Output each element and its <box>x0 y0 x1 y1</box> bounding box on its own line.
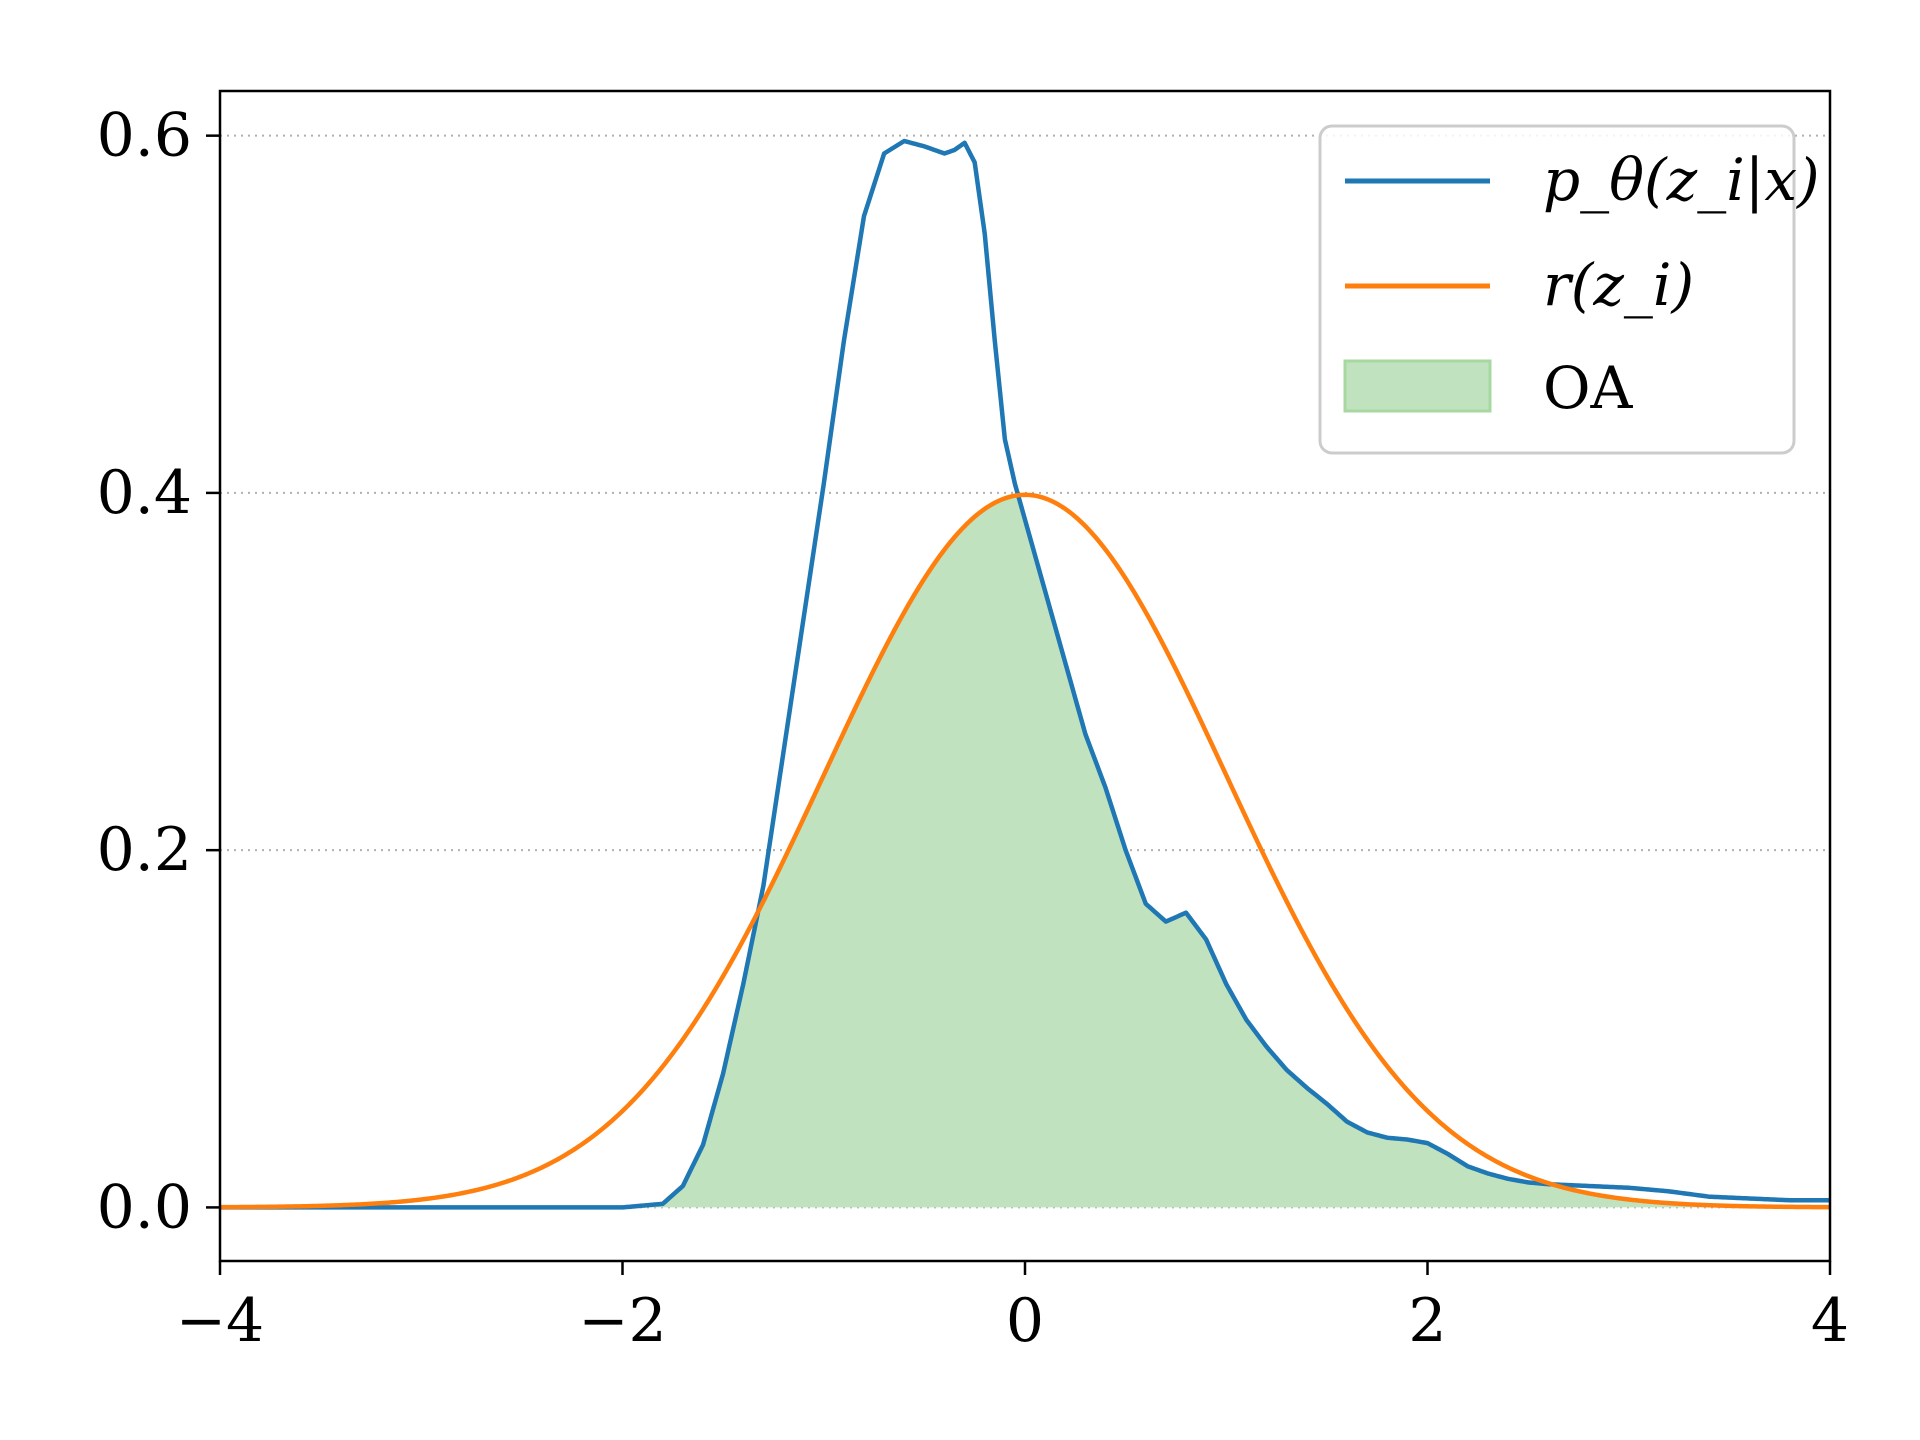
x-tick-label-4: 4 <box>1811 1286 1849 1356</box>
legend-label-posterior: p_θ(z_i|x) <box>1543 146 1820 214</box>
series-line-prior <box>219 492 1831 1210</box>
overlap-area <box>220 495 1830 1208</box>
legend-patch-overlap <box>1343 359 1492 413</box>
overlap-fill-layer <box>220 495 1830 1208</box>
x-axis-ticks: −4 −2 0 2 4 <box>176 1261 1849 1356</box>
x-tick-label-2: 0 <box>1006 1286 1044 1356</box>
y-tick-label-1: 0.2 <box>97 815 192 885</box>
series-layer <box>219 138 1831 1210</box>
x-tick-label-3: 2 <box>1408 1286 1446 1356</box>
x-tick-label-1: −2 <box>578 1286 666 1356</box>
y-tick-label-0: 0.0 <box>97 1172 192 1242</box>
y-tick-label-3: 0.6 <box>97 101 192 171</box>
legend: p_θ(z_i|x) r(z_i) OA <box>1318 124 1820 455</box>
y-axis-ticks: 0.0 0.2 0.4 0.6 <box>97 101 220 1242</box>
y-tick-label-2: 0.4 <box>97 458 192 528</box>
legend-label-prior: r(z_i) <box>1543 251 1694 319</box>
x-tick-label-0: −4 <box>176 1286 264 1356</box>
legend-label-overlap: OA <box>1543 354 1634 422</box>
